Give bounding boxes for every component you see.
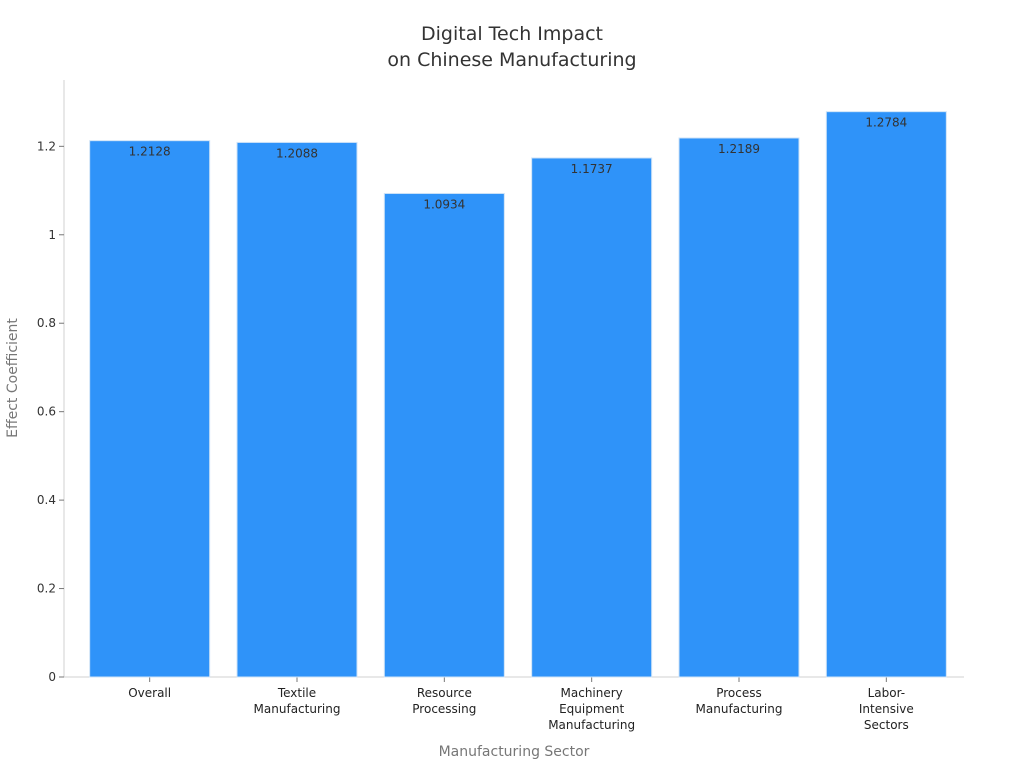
- x-tick-label: Machinery Equipment Manufacturing: [548, 686, 635, 732]
- x-tick-label-line: Processing: [412, 702, 476, 716]
- bar: [825, 111, 947, 678]
- bar-value-label: 1.0934: [423, 197, 465, 211]
- y-tick-label: 0: [48, 670, 56, 684]
- y-tick-label: 1.2: [37, 139, 56, 153]
- y-tick-label: 1: [48, 228, 56, 242]
- chart-title-line-1: Digital Tech Impact: [421, 23, 603, 45]
- x-axis-title: Manufacturing Sector: [439, 744, 590, 760]
- y-tick-label: 0.4: [37, 493, 56, 507]
- bar: [89, 140, 211, 678]
- x-tick-label-line: Labor-: [868, 686, 906, 700]
- x-tick-label: Resource Processing: [412, 686, 476, 716]
- bar: [236, 141, 358, 678]
- x-tick-label-line: Intensive: [859, 702, 914, 716]
- x-tick-label: Overall: [128, 686, 171, 700]
- x-tick-label-line: Overall: [128, 686, 171, 700]
- bar: [531, 157, 653, 678]
- bar-value-label: 1.2784: [865, 116, 907, 130]
- x-tick-label: Textile Manufacturing: [254, 686, 341, 716]
- bar: [678, 137, 800, 678]
- bar-value-label: 1.2189: [718, 142, 760, 156]
- bar-value-label: 1.2128: [129, 145, 171, 159]
- bar: [383, 192, 505, 678]
- x-tick-label-line: Manufacturing: [696, 702, 783, 716]
- chart-title-line-2: on Chinese Manufacturing: [387, 49, 636, 71]
- x-tick-label-line: Manufacturing: [548, 718, 635, 732]
- y-axis: 0 0.2 0.4 0.6 0.8 1 1.2: [37, 80, 65, 684]
- x-tick-label-line: Process: [716, 686, 762, 700]
- y-tick-label: 0.2: [37, 582, 56, 596]
- x-tick-label: Labor- Intensive Sectors: [859, 686, 914, 732]
- x-tick-label-line: Equipment: [559, 702, 624, 716]
- bar-value-label: 1.1737: [571, 162, 613, 176]
- chart-title: Digital Tech Impact on Chinese Manufactu…: [387, 23, 636, 71]
- y-axis-title: Effect Coefficient: [5, 318, 21, 438]
- x-tick-label-line: Textile: [277, 686, 316, 700]
- x-axis: Overall Textile Manufacturing Resource Proce…: [64, 676, 964, 732]
- y-tick-label: 0.6: [37, 405, 56, 419]
- bar-value-label: 1.2088: [276, 146, 318, 160]
- x-tick-label-line: Manufacturing: [254, 702, 341, 716]
- data-labels: 1.2128 1.2088 1.0934 1.1737 1.2189 1.2784: [129, 116, 908, 212]
- y-tick-label: 0.8: [37, 316, 56, 330]
- x-tick-label-line: Machinery: [561, 686, 623, 700]
- x-tick-label: Process Manufacturing: [696, 686, 783, 716]
- bars: [89, 111, 947, 678]
- x-tick-label-line: Sectors: [864, 718, 909, 732]
- x-tick-label-line: Resource: [417, 686, 472, 700]
